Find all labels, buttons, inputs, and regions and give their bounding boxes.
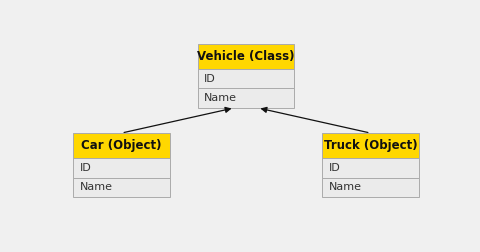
Bar [73,158,170,178]
Bar [73,178,170,197]
Bar [322,158,419,178]
Text: ID: ID [329,163,341,173]
Bar [73,133,170,158]
Bar [322,178,419,197]
Text: Vehicle (Class): Vehicle (Class) [197,50,295,63]
Text: Name: Name [329,182,362,193]
Text: Name: Name [204,93,237,103]
Bar [198,44,294,69]
Bar [198,88,294,108]
Bar [198,69,294,88]
Bar [322,133,419,158]
Text: ID: ID [204,74,216,84]
Text: ID: ID [80,163,92,173]
Text: Car (Object): Car (Object) [81,139,162,152]
Text: Name: Name [80,182,113,193]
Text: Truck (Object): Truck (Object) [324,139,418,152]
